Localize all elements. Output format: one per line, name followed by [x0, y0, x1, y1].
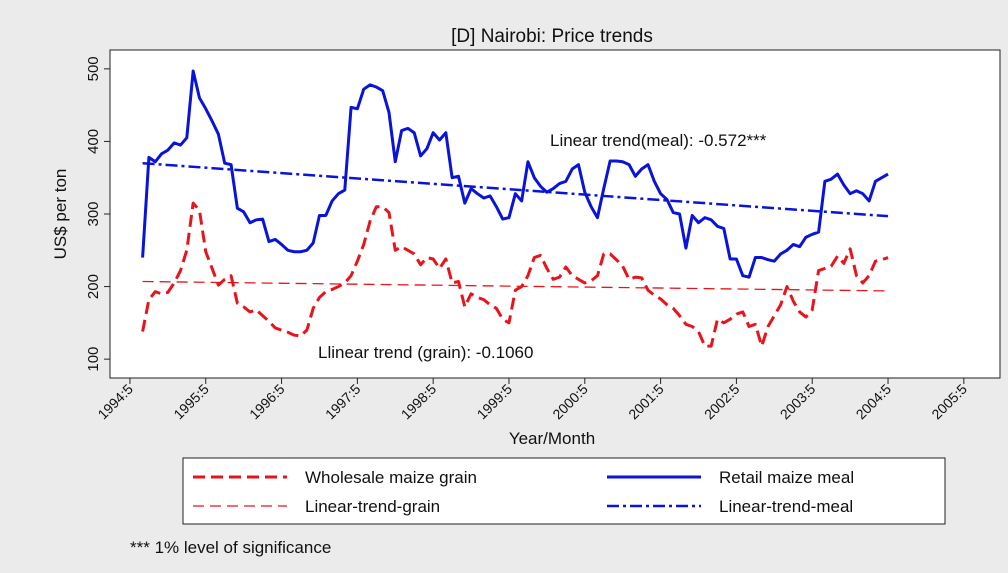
legend [182, 457, 946, 525]
series-line [142, 280, 889, 292]
y-tick-label: 100 [85, 347, 102, 372]
footnote: *** 1% level of significance [130, 538, 331, 557]
series-line [141, 201, 889, 348]
series-line [142, 161, 889, 218]
y-tick-label: 500 [85, 56, 102, 81]
legend-label: Linear-trend-grain [305, 497, 440, 516]
annotation: Llinear trend (grain): -0.1060 [318, 343, 533, 362]
plot-area [109, 49, 1001, 379]
chart-title: [D] Nairobi: Price trends [451, 26, 653, 47]
y-tick-label: 200 [85, 274, 102, 299]
y-axis-label: US$ per ton [51, 169, 70, 260]
series-line [141, 69, 889, 279]
y-tick-label: 300 [85, 201, 102, 226]
x-axis-label: Year/Month [509, 429, 595, 448]
legend-label: Retail maize meal [719, 468, 854, 487]
y-tick-label: 400 [85, 129, 102, 154]
annotation: Linear trend(meal): -0.572*** [550, 131, 767, 150]
legend-label: Linear-trend-meal [719, 497, 853, 516]
legend-label: Wholesale maize grain [305, 468, 477, 487]
